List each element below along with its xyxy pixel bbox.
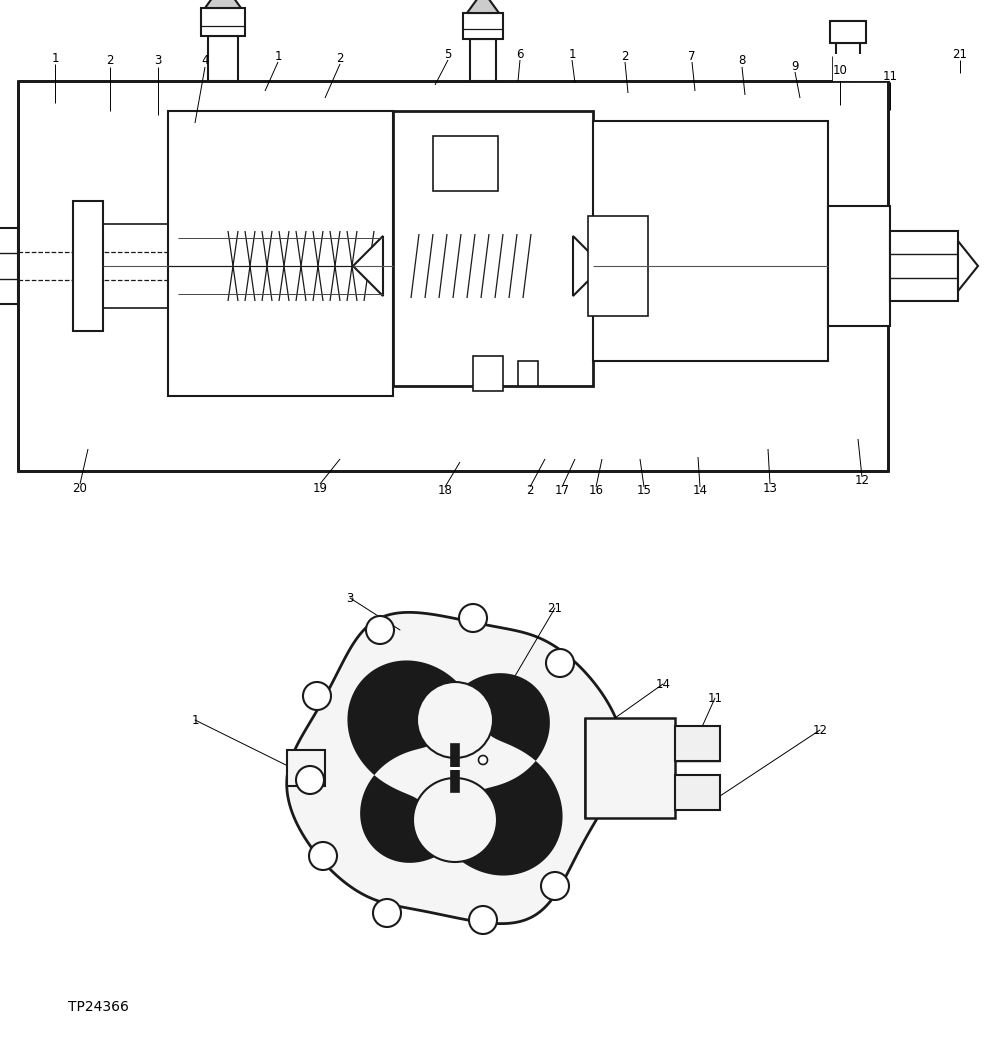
Circle shape [417, 682, 493, 758]
Text: 5: 5 [445, 47, 451, 61]
Bar [470, 39, 496, 81]
Polygon shape [467, 0, 499, 13]
Circle shape [546, 649, 574, 677]
Bar [451, 744, 459, 792]
Polygon shape [353, 236, 383, 296]
Text: 1: 1 [568, 47, 576, 61]
Bar [18, 81, 888, 471]
Text: 14: 14 [692, 484, 708, 498]
Bar [168, 111, 393, 396]
Circle shape [296, 766, 324, 794]
Polygon shape [205, 0, 241, 8]
Circle shape [309, 842, 337, 870]
Text: 8: 8 [739, 54, 745, 68]
Bar [836, 43, 860, 81]
Bar [463, 13, 503, 39]
Bar [593, 121, 828, 361]
Bar [73, 201, 103, 331]
Text: 13: 13 [762, 481, 777, 495]
Bar [287, 750, 325, 786]
Text: 17: 17 [554, 484, 569, 498]
Bar [830, 21, 866, 43]
Bar [890, 231, 958, 301]
Bar [675, 775, 720, 810]
Polygon shape [958, 241, 978, 291]
Bar [588, 217, 648, 316]
Bar [833, 54, 890, 81]
Text: 9: 9 [791, 60, 799, 72]
Text: 16: 16 [588, 484, 604, 498]
Bar [473, 356, 503, 391]
Bar [433, 136, 498, 191]
Text: 12: 12 [854, 475, 869, 487]
Text: 7: 7 [688, 49, 696, 63]
Bar [585, 718, 675, 818]
Text: 18: 18 [438, 484, 452, 498]
Text: 20: 20 [72, 481, 87, 495]
Polygon shape [347, 660, 562, 876]
Text: 19: 19 [313, 481, 328, 495]
Circle shape [459, 604, 487, 632]
Bar [450, 767, 460, 770]
Circle shape [541, 872, 569, 900]
Text: 14: 14 [655, 678, 670, 690]
Text: 21: 21 [952, 47, 967, 61]
Bar [518, 361, 538, 386]
Text: 12: 12 [813, 724, 828, 736]
Text: 1: 1 [191, 713, 199, 727]
Text: 3: 3 [154, 54, 161, 68]
Bar [393, 111, 593, 386]
Text: 3: 3 [346, 591, 353, 605]
Text: TP24366: TP24366 [68, 1000, 129, 1014]
Bar [675, 726, 720, 761]
Text: 1: 1 [274, 49, 282, 63]
Polygon shape [573, 236, 603, 296]
Text: 11: 11 [708, 691, 723, 705]
Bar [828, 206, 890, 326]
Circle shape [366, 616, 394, 644]
Text: 21: 21 [547, 601, 562, 614]
Text: 15: 15 [637, 484, 651, 498]
Text: 2: 2 [337, 51, 344, 65]
Text: 2: 2 [622, 49, 629, 63]
Text: 11: 11 [882, 69, 898, 83]
Text: 2: 2 [106, 54, 114, 68]
Text: 1: 1 [51, 51, 58, 65]
Polygon shape [287, 612, 624, 924]
Bar [208, 36, 238, 81]
Text: 6: 6 [516, 47, 524, 61]
Bar [0, 228, 18, 304]
Bar [201, 8, 245, 36]
Text: 2: 2 [527, 484, 534, 498]
Circle shape [478, 755, 487, 765]
Text: 4: 4 [201, 54, 209, 68]
Circle shape [303, 682, 331, 710]
Circle shape [413, 778, 497, 862]
Text: 10: 10 [833, 65, 847, 77]
Circle shape [373, 899, 401, 927]
Circle shape [469, 906, 497, 934]
